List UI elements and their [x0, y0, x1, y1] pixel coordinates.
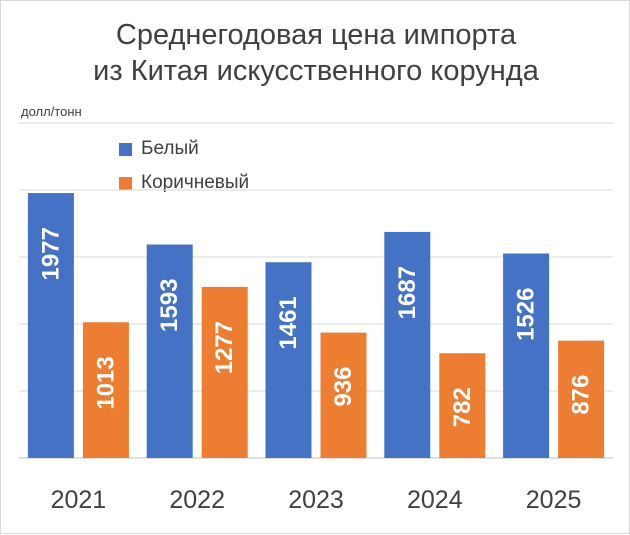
- chart-title: Среднегодовая цена импорта из Китая иску…: [1, 17, 630, 89]
- y-axis-unit-label: долл/тонн: [21, 104, 82, 119]
- data-label: 1461: [275, 296, 302, 349]
- x-tick-label: 2021: [51, 486, 107, 514]
- chart-title-line1: Среднегодовая цена импорта: [115, 19, 517, 51]
- legend-swatch-brown: [119, 176, 132, 190]
- x-tick-label: 2023: [288, 486, 344, 514]
- legend-swatch-white: [119, 142, 132, 156]
- legend-label-brown: Коричневый: [141, 172, 250, 193]
- data-label: 782: [449, 387, 476, 427]
- data-label: 936: [330, 367, 357, 407]
- bar-brown: [201, 286, 248, 458]
- data-label: 1526: [513, 288, 540, 341]
- x-tick-label: 2022: [169, 486, 225, 514]
- data-label: 876: [568, 375, 595, 415]
- bar-white: [146, 244, 193, 458]
- chart-title-line2: из Китая искусственного корунда: [93, 55, 539, 87]
- data-label: 1013: [92, 356, 119, 409]
- data-label: 1687: [394, 266, 421, 319]
- legend-label-white: Белый: [141, 138, 199, 159]
- legend-item-white: Белый: [119, 138, 199, 160]
- x-tick-label: 2025: [526, 486, 582, 514]
- bar-white: [265, 262, 312, 458]
- bar-brown: [320, 332, 367, 458]
- bar-white: [27, 193, 74, 458]
- bar-white: [503, 253, 550, 458]
- bar-brown: [558, 340, 605, 458]
- data-label: 1277: [211, 321, 238, 374]
- data-label: 1593: [156, 279, 183, 332]
- bar-brown: [82, 322, 129, 458]
- legend-item-brown: Коричневый: [119, 172, 249, 194]
- bar-brown: [439, 353, 486, 458]
- data-label: 1977: [37, 227, 64, 280]
- x-tick-label: 2024: [407, 486, 463, 514]
- bar-white: [384, 231, 431, 458]
